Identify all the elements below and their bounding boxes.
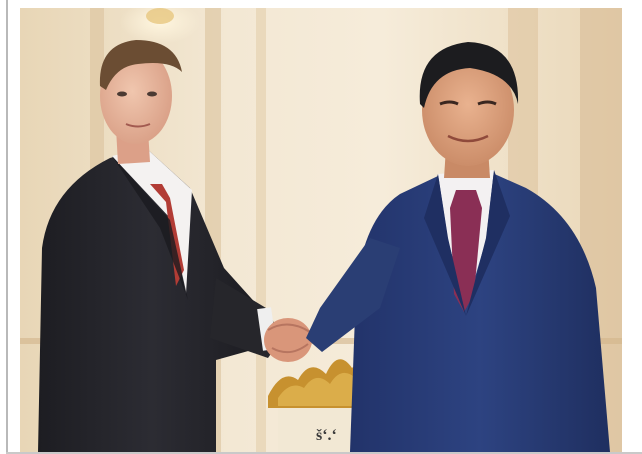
left-border-rule [6,0,8,454]
right-man-sleeve [306,238,400,352]
left-man-hair [99,40,182,90]
bottom-border-rule [6,452,642,454]
left-man-shirt [112,148,192,294]
right-man-suit [350,172,610,452]
news-photo: šʻ.ʻ [20,8,622,452]
left-man-eye [117,91,127,97]
background-sign-text: šʻ.ʻ [316,427,337,444]
handshake [264,318,312,362]
right-man-head [422,54,514,166]
wall-pilaster [256,8,266,452]
hand-crease [271,343,309,354]
left-man-eye [147,91,157,97]
right-man-mouth [447,134,489,143]
right-man-hair [419,42,519,108]
lamp-glow [120,8,200,44]
right-man-eye [439,100,459,106]
left-man-mouth [125,123,151,128]
right-man-lapel [466,170,510,316]
hand-crease [267,323,311,333]
right-man-lapel [424,174,466,316]
left-man [38,40,282,452]
photo-frame: šʻ.ʻ [20,8,622,452]
right-man [306,42,610,452]
ceiling-lamp [146,8,174,24]
right-man-eye [477,100,497,106]
gold-ornament-highlight [278,372,366,406]
left-man-suit [38,148,266,452]
